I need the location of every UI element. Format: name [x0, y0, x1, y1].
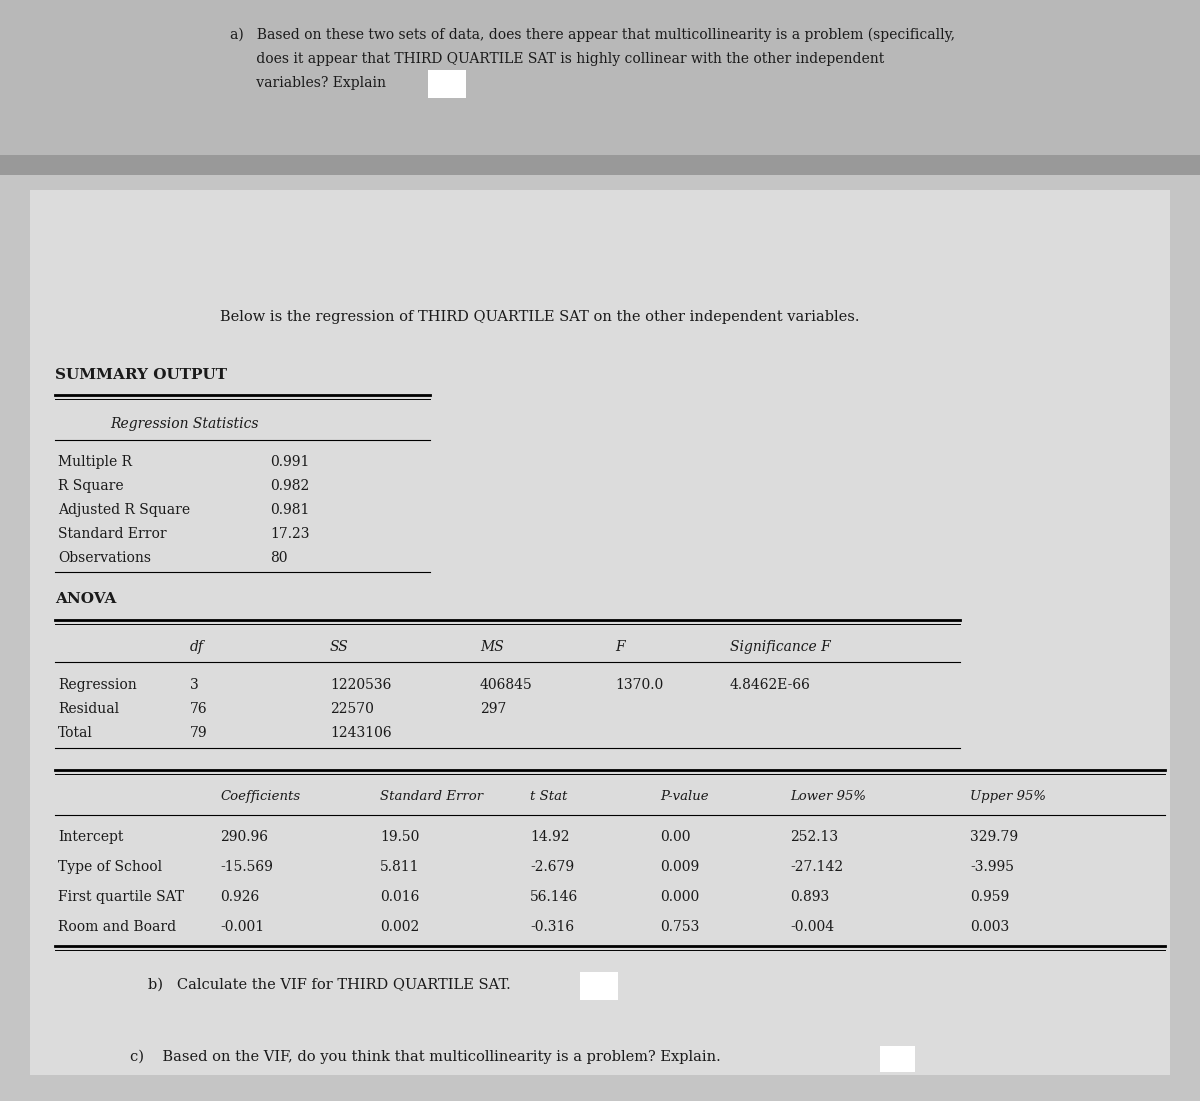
- Text: Lower 95%: Lower 95%: [790, 791, 866, 803]
- Text: 76: 76: [190, 702, 208, 716]
- Text: c)    Based on the VIF, do you think that multicollinearity is a problem? Explai: c) Based on the VIF, do you think that m…: [130, 1050, 721, 1065]
- Text: b)   Calculate the VIF for THIRD QUARTILE SAT.: b) Calculate the VIF for THIRD QUARTILE …: [148, 978, 511, 992]
- Text: 290.96: 290.96: [220, 830, 268, 844]
- Text: Significance F: Significance F: [730, 640, 830, 654]
- Text: Room and Board: Room and Board: [58, 920, 176, 934]
- Text: -3.995: -3.995: [970, 860, 1014, 874]
- Text: Upper 95%: Upper 95%: [970, 791, 1046, 803]
- Text: 297: 297: [480, 702, 506, 716]
- Text: variables? Explain: variables? Explain: [230, 76, 386, 90]
- Text: 0.002: 0.002: [380, 920, 419, 934]
- Text: Coefficients: Coefficients: [220, 791, 300, 803]
- Text: 0.982: 0.982: [270, 479, 310, 493]
- Bar: [0, 155, 1200, 175]
- Text: Below is the regression of THIRD QUARTILE SAT on the other independent variables: Below is the regression of THIRD QUARTIL…: [220, 310, 859, 324]
- Text: 406845: 406845: [480, 678, 533, 693]
- Text: 0.000: 0.000: [660, 890, 700, 904]
- Text: R Square: R Square: [58, 479, 124, 493]
- Bar: [30, 190, 1170, 1075]
- Text: 0.959: 0.959: [970, 890, 1009, 904]
- Text: a)   Based on these two sets of data, does there appear that multicollinearity i: a) Based on these two sets of data, does…: [230, 28, 955, 43]
- Text: Intercept: Intercept: [58, 830, 124, 844]
- Bar: [580, 972, 618, 1000]
- Text: Standard Error: Standard Error: [58, 527, 167, 541]
- Text: 329.79: 329.79: [970, 830, 1018, 844]
- Text: Multiple R: Multiple R: [58, 455, 132, 469]
- Text: 1370.0: 1370.0: [616, 678, 664, 693]
- Text: 4.8462E-66: 4.8462E-66: [730, 678, 811, 693]
- Text: 0.00: 0.00: [660, 830, 690, 844]
- Text: Type of School: Type of School: [58, 860, 162, 874]
- Text: Standard Error: Standard Error: [380, 791, 484, 803]
- Text: SUMMARY OUTPUT: SUMMARY OUTPUT: [55, 368, 227, 382]
- Text: 3: 3: [190, 678, 199, 693]
- Text: 0.753: 0.753: [660, 920, 700, 934]
- Text: 0.981: 0.981: [270, 503, 310, 517]
- Text: 5.811: 5.811: [380, 860, 420, 874]
- Text: 56.146: 56.146: [530, 890, 578, 904]
- Text: 19.50: 19.50: [380, 830, 419, 844]
- Text: -0.316: -0.316: [530, 920, 574, 934]
- Text: 1243106: 1243106: [330, 726, 391, 740]
- Text: 14.92: 14.92: [530, 830, 570, 844]
- Text: Observations: Observations: [58, 550, 151, 565]
- Text: Regression: Regression: [58, 678, 137, 693]
- Text: 0.003: 0.003: [970, 920, 1009, 934]
- Text: -15.569: -15.569: [220, 860, 272, 874]
- Text: -0.004: -0.004: [790, 920, 834, 934]
- Bar: [428, 70, 466, 98]
- Text: Residual: Residual: [58, 702, 119, 716]
- Text: 22570: 22570: [330, 702, 374, 716]
- Text: 0.926: 0.926: [220, 890, 259, 904]
- Text: t Stat: t Stat: [530, 791, 568, 803]
- Text: F: F: [616, 640, 625, 654]
- Bar: [0, 175, 1200, 1101]
- Bar: [0, 0, 1200, 155]
- Text: ANOVA: ANOVA: [55, 592, 116, 606]
- Text: P-value: P-value: [660, 791, 709, 803]
- Text: 17.23: 17.23: [270, 527, 310, 541]
- Text: First quartile SAT: First quartile SAT: [58, 890, 184, 904]
- Text: 0.893: 0.893: [790, 890, 829, 904]
- Text: 0.016: 0.016: [380, 890, 419, 904]
- Text: df: df: [190, 640, 204, 654]
- Text: 79: 79: [190, 726, 208, 740]
- Text: 80: 80: [270, 550, 288, 565]
- Text: Adjusted R Square: Adjusted R Square: [58, 503, 190, 517]
- Text: 0.991: 0.991: [270, 455, 310, 469]
- Text: 0.009: 0.009: [660, 860, 700, 874]
- Text: Regression Statistics: Regression Statistics: [110, 417, 258, 430]
- Text: MS: MS: [480, 640, 504, 654]
- Text: Total: Total: [58, 726, 92, 740]
- Bar: [880, 1046, 916, 1072]
- Text: -27.142: -27.142: [790, 860, 844, 874]
- Text: SS: SS: [330, 640, 349, 654]
- Text: does it appear that THIRD QUARTILE SAT is highly collinear with the other indepe: does it appear that THIRD QUARTILE SAT i…: [230, 52, 884, 66]
- Text: 1220536: 1220536: [330, 678, 391, 693]
- Text: -0.001: -0.001: [220, 920, 264, 934]
- Text: 252.13: 252.13: [790, 830, 838, 844]
- Text: -2.679: -2.679: [530, 860, 574, 874]
